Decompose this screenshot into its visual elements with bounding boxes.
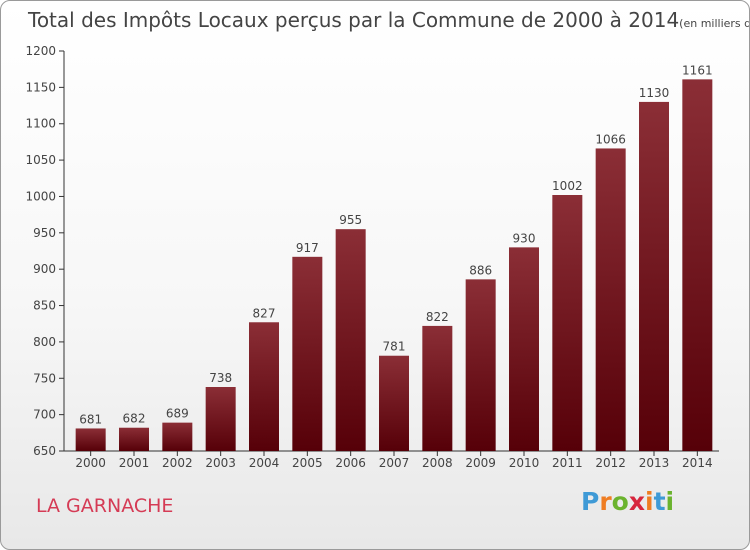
y-tick-label: 1100 <box>25 117 56 131</box>
x-tick-label: 2005 <box>292 456 323 470</box>
bar <box>119 427 149 451</box>
bar-value-label: 781 <box>383 340 406 354</box>
bar-value-label: 822 <box>426 310 449 324</box>
bar-value-label: 827 <box>253 306 276 320</box>
x-tick-label: 2007 <box>379 456 410 470</box>
x-tick-label: 2004 <box>249 456 280 470</box>
logo-letter: x <box>628 487 645 516</box>
proxiti-logo: Proxiti <box>581 487 674 516</box>
bar <box>682 79 713 451</box>
x-tick-label: 2002 <box>162 456 193 470</box>
x-tick-label: 2008 <box>422 456 453 470</box>
x-tick-label: 2013 <box>639 456 670 470</box>
x-tick-label: 2014 <box>682 456 713 470</box>
bar-value-label: 681 <box>79 412 102 426</box>
logo-letter: o <box>611 487 629 516</box>
y-tick-label: 700 <box>33 408 56 422</box>
y-tick-label: 950 <box>33 226 56 240</box>
bar-value-label: 1130 <box>639 86 670 100</box>
x-tick-label: 2011 <box>552 456 583 470</box>
bar <box>595 148 626 452</box>
logo-letter: t <box>653 487 666 516</box>
x-tick-label: 2001 <box>119 456 150 470</box>
logo-letter: i <box>665 487 675 516</box>
bar <box>292 256 323 451</box>
bar-value-label: 1002 <box>552 179 583 193</box>
bar <box>205 387 236 451</box>
title-unit: (en milliers d'€) <box>679 17 749 30</box>
bar-value-label: 955 <box>339 213 362 227</box>
y-tick-label: 1150 <box>25 80 56 94</box>
bar-value-label: 738 <box>209 371 232 385</box>
x-tick-label: 2010 <box>509 456 540 470</box>
bar <box>552 195 583 451</box>
y-tick-label: 900 <box>33 262 56 276</box>
bar-value-label: 886 <box>469 263 492 277</box>
bar-value-label: 1066 <box>595 132 626 146</box>
x-tick-label: 2006 <box>335 456 366 470</box>
bar-value-label: 917 <box>296 241 319 255</box>
y-tick-label: 850 <box>33 299 56 313</box>
bar <box>75 428 106 451</box>
logo-letter: r <box>599 487 612 516</box>
x-tick-label: 2000 <box>75 456 106 470</box>
x-tick-label: 2009 <box>465 456 496 470</box>
y-tick-label: 1200 <box>25 44 56 58</box>
y-tick-label: 800 <box>33 335 56 349</box>
bar <box>335 229 366 451</box>
bar <box>379 355 409 451</box>
bar <box>509 247 539 451</box>
title-main: Total des Impôts Locaux perçus par la Co… <box>28 8 680 32</box>
y-tick-label: 650 <box>33 444 56 458</box>
logo-letter: i <box>645 487 654 516</box>
bar <box>422 325 453 451</box>
bar <box>639 101 669 451</box>
logo-letter: P <box>581 487 600 516</box>
bar <box>162 422 193 451</box>
bar <box>249 322 279 451</box>
bar <box>465 279 496 451</box>
commune-name: LA GARNACHE <box>36 495 174 517</box>
bar-value-label: 930 <box>513 231 536 245</box>
y-tick-label: 750 <box>33 371 56 385</box>
bar-value-label: 689 <box>166 407 189 421</box>
x-tick-label: 2012 <box>595 456 626 470</box>
bar-value-label: 1161 <box>682 63 713 77</box>
chart-title: Total des Impôts Locaux perçus par la Co… <box>28 8 749 32</box>
bar-value-label: 682 <box>123 412 146 426</box>
y-tick-label: 1050 <box>25 153 56 167</box>
y-tick-label: 1000 <box>25 189 56 203</box>
x-tick-label: 2003 <box>205 456 236 470</box>
